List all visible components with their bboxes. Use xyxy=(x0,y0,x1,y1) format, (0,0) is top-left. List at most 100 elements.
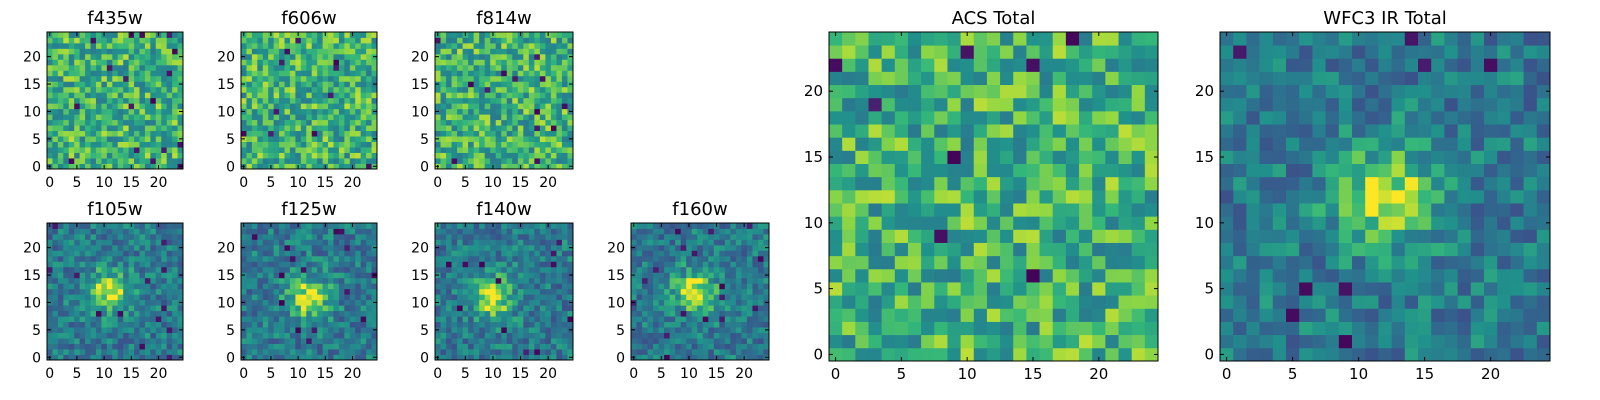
heatmap-cell xyxy=(134,64,140,71)
heatmap-cell xyxy=(735,283,742,290)
heatmap-cell xyxy=(457,332,463,339)
heatmap-cell xyxy=(1000,242,1014,257)
heatmap-cell xyxy=(664,316,671,323)
heatmap-cell xyxy=(680,299,687,306)
heatmap-cell xyxy=(842,203,856,217)
heatmap-cell xyxy=(539,233,546,240)
heatmap-cell xyxy=(150,354,157,361)
heatmap-cell xyxy=(708,239,715,246)
heatmap-cell xyxy=(561,103,568,110)
heatmap-cell xyxy=(561,228,568,235)
heatmap-cell xyxy=(479,81,486,88)
heatmap-cell xyxy=(1118,189,1133,204)
heatmap-cell xyxy=(317,310,323,317)
heatmap-cell xyxy=(333,223,340,229)
heatmap-cell xyxy=(52,277,59,284)
heatmap-cell xyxy=(517,119,524,126)
heatmap-cell xyxy=(123,92,129,99)
heatmap-cell xyxy=(506,108,513,115)
heatmap-cell xyxy=(317,97,323,104)
heatmap-cell xyxy=(366,277,372,284)
heatmap-cell xyxy=(47,283,53,290)
heatmap-cell xyxy=(251,316,258,323)
heatmap-cell xyxy=(273,266,280,273)
heatmap-cell xyxy=(730,266,737,273)
heatmap-cell xyxy=(523,147,530,153)
heatmap-cell xyxy=(907,242,922,257)
heatmap-cell xyxy=(85,75,91,82)
heatmap-cell xyxy=(68,64,75,71)
heatmap-cell xyxy=(473,32,480,38)
heatmap-cell xyxy=(333,244,340,251)
heatmap-cell xyxy=(451,158,458,164)
heatmap-cell xyxy=(85,163,91,170)
heatmap-cell xyxy=(177,343,184,350)
heatmap-cell xyxy=(1052,347,1067,362)
heatmap-cell xyxy=(973,229,988,243)
heatmap-cell xyxy=(545,233,552,240)
heatmap-cell xyxy=(719,321,726,328)
heatmap-cell xyxy=(289,141,296,148)
heatmap-cell xyxy=(241,228,247,235)
heatmap-cell xyxy=(128,158,135,164)
heatmap-cell xyxy=(512,64,519,71)
heatmap-cell xyxy=(724,305,731,312)
heatmap-cell xyxy=(150,114,157,121)
heatmap-cell xyxy=(95,108,102,115)
heatmap-cell xyxy=(144,152,151,159)
heatmap-cell xyxy=(702,310,709,317)
heatmap-cell xyxy=(262,37,269,44)
heatmap-cell xyxy=(495,130,502,137)
heatmap-cell xyxy=(561,81,568,88)
heatmap-cell xyxy=(284,272,291,279)
heatmap-cell xyxy=(279,316,285,323)
heatmap-cell xyxy=(68,152,75,159)
heatmap-cell xyxy=(322,37,329,44)
heatmap-cell xyxy=(730,310,737,317)
heatmap-cell xyxy=(52,272,59,279)
heatmap-cell xyxy=(128,86,135,93)
heatmap-cell xyxy=(161,75,168,82)
heatmap-cell xyxy=(101,244,108,251)
heatmap-cell xyxy=(868,176,883,191)
heatmap-cell xyxy=(79,32,86,38)
heatmap-cell xyxy=(284,299,291,306)
heatmap-cell xyxy=(90,327,97,333)
heatmap-cell xyxy=(462,233,469,240)
heatmap-cell xyxy=(517,53,524,60)
heatmap-cell xyxy=(1065,334,1080,349)
heatmap-cell xyxy=(257,119,264,126)
heatmap-cell xyxy=(101,141,108,148)
heatmap-cell xyxy=(567,316,574,323)
heatmap-cell xyxy=(166,310,173,317)
heatmap-cell xyxy=(79,310,86,317)
heatmap-cell xyxy=(506,42,513,49)
heatmap-cell xyxy=(512,70,519,77)
heatmap-cell xyxy=(490,103,497,110)
heatmap-cell xyxy=(295,277,302,284)
heatmap-cell xyxy=(894,216,909,230)
heatmap-cell xyxy=(501,283,508,290)
heatmap-cell xyxy=(495,239,502,246)
heatmap-cell xyxy=(349,147,356,153)
heatmap-cell xyxy=(128,299,135,306)
heatmap-cell xyxy=(101,136,108,142)
heatmap-cell xyxy=(479,97,486,104)
heatmap-cell xyxy=(473,53,480,60)
heatmap-cell xyxy=(986,203,1001,217)
heatmap-cell xyxy=(101,108,108,115)
heatmap-cell xyxy=(150,266,157,273)
heatmap-cell xyxy=(85,125,91,132)
heatmap-cell xyxy=(550,130,557,137)
heatmap-cell xyxy=(262,130,269,137)
heatmap-cell xyxy=(490,305,497,312)
heatmap-cell xyxy=(251,136,258,142)
heatmap-cell xyxy=(451,125,458,132)
heatmap-cell xyxy=(947,229,961,243)
heatmap-cell xyxy=(669,261,676,268)
heatmap-cell xyxy=(279,136,285,142)
heatmap-cell xyxy=(517,261,524,268)
heatmap-cell xyxy=(134,223,140,229)
heatmap-cell xyxy=(333,114,340,121)
heatmap-cell xyxy=(675,255,682,262)
